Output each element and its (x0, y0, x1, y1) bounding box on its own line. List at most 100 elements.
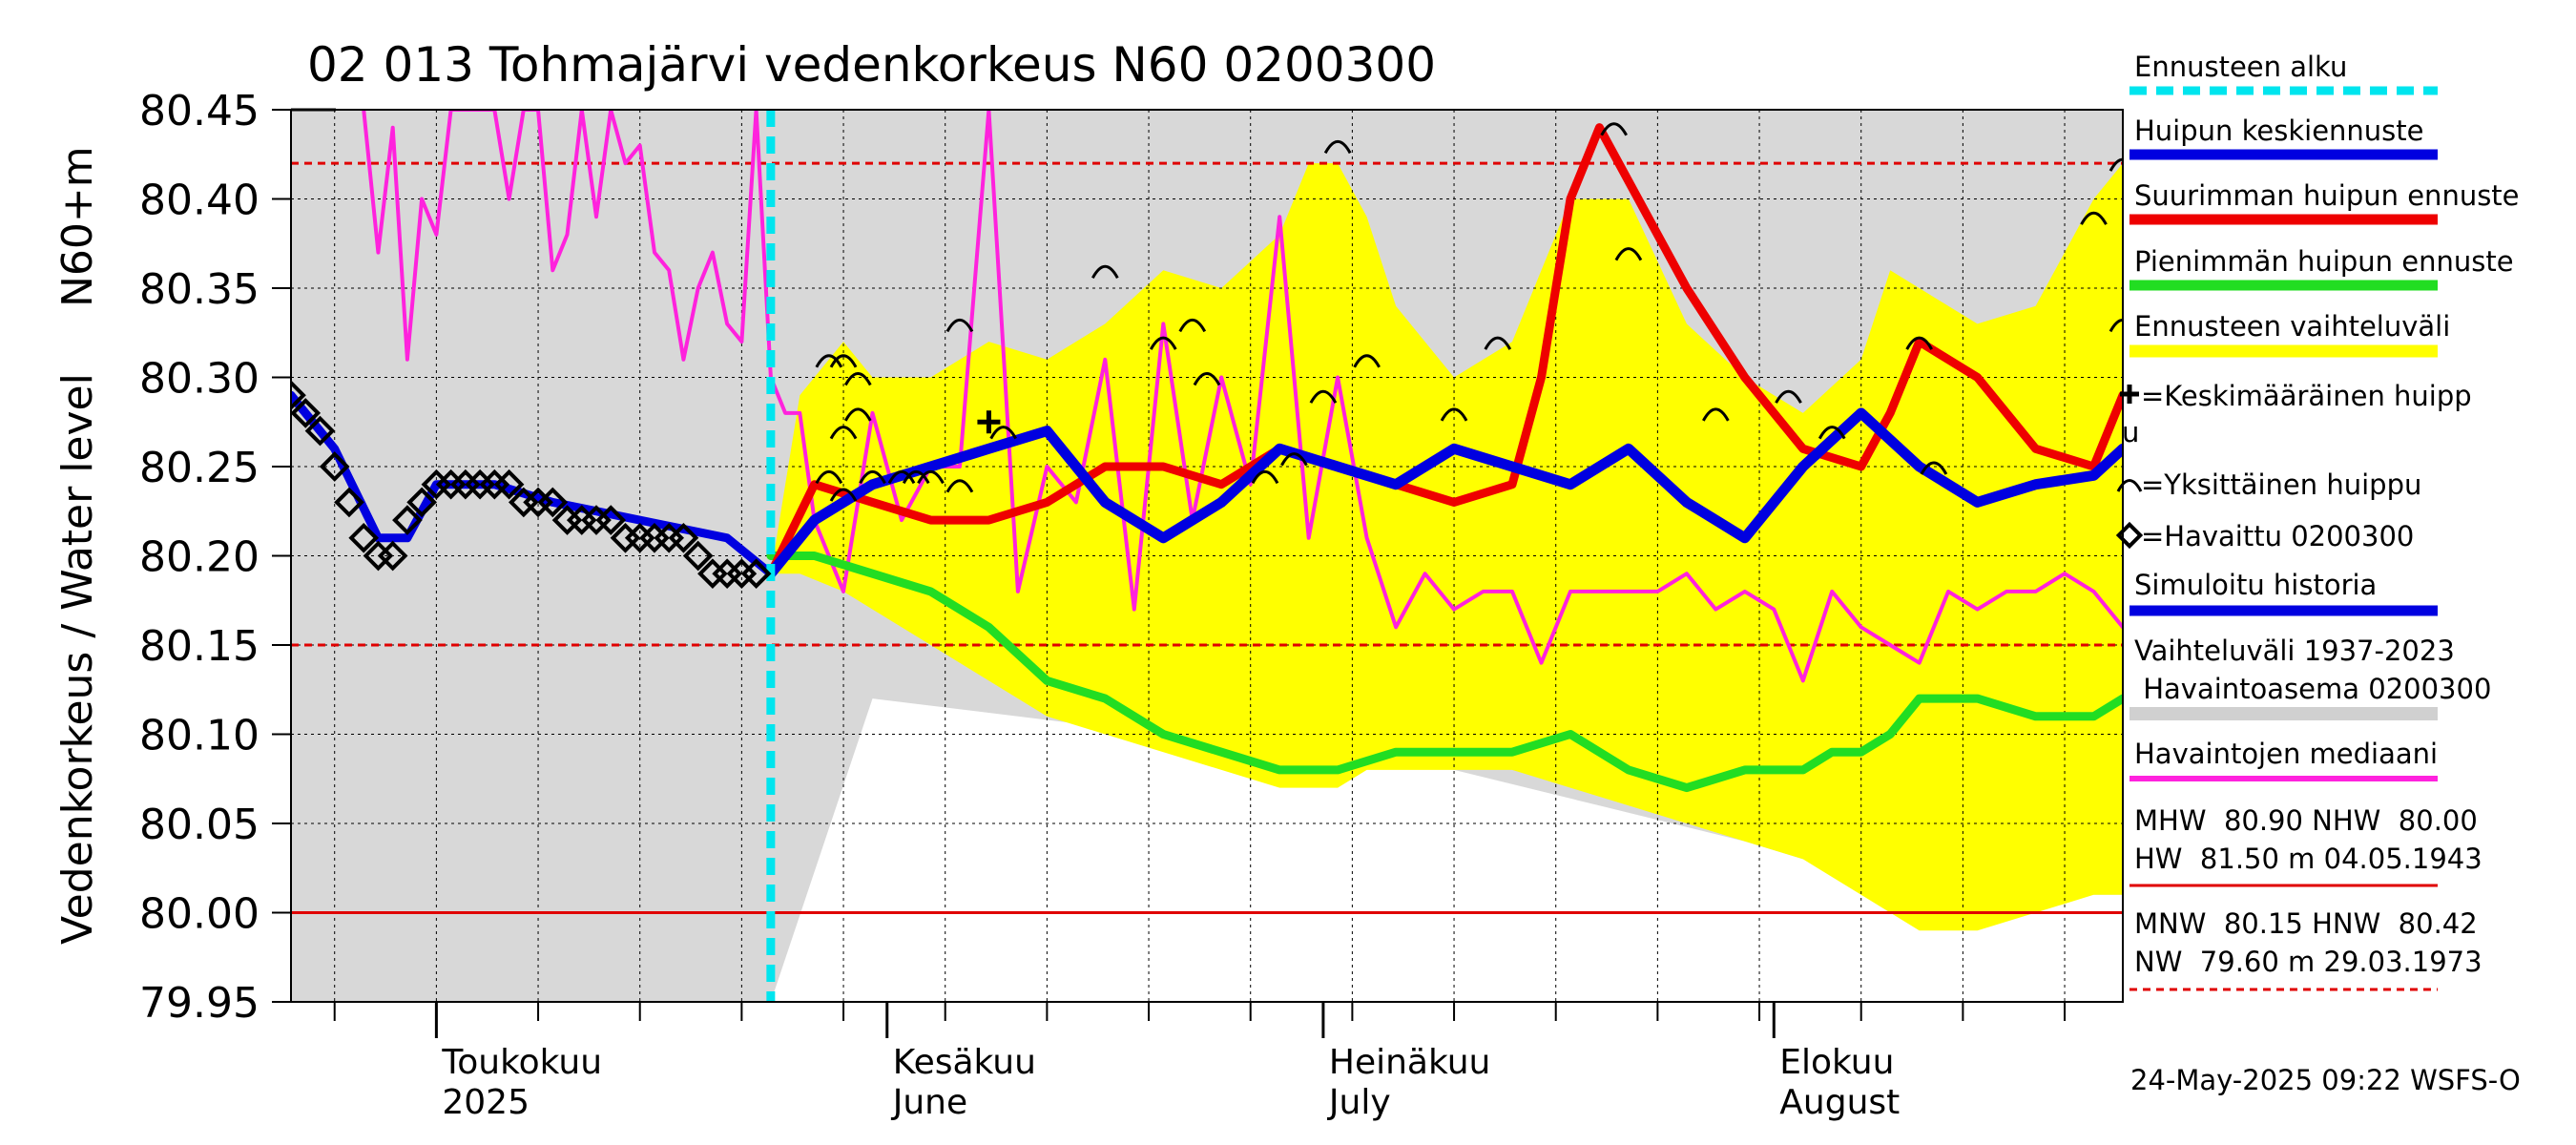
legend-mean-peak-label: =Keskimääräinen huipp (2141, 380, 2472, 412)
peak-marker-26 (1614, 247, 1643, 261)
legend-median-label: Havaintojen mediaani (2134, 738, 2438, 770)
y-axis-unit: N60+m (53, 146, 102, 307)
median-line (362, 110, 2123, 683)
legend-range-label: Ennusteen vaihteluväli (2134, 310, 2450, 343)
observed-point-28 (682, 540, 714, 572)
grid-lines (291, 110, 2123, 1002)
y-tick-label-1: 80.40 (139, 177, 260, 225)
observed-point-2 (304, 415, 336, 447)
peak-marker-8 (887, 469, 916, 485)
month-label-1: Kesäkuu (893, 1043, 1036, 1082)
y-tick-label-10: 79.95 (139, 979, 260, 1028)
y-tick-label-0: 80.45 (139, 87, 260, 135)
peak-marker-0 (815, 354, 843, 368)
legend-mean-peak-label-cont: u (2122, 416, 2139, 448)
peak-marker-19 (1251, 469, 1279, 485)
y-tick-label-7: 80.10 (139, 712, 260, 760)
peak-marker-15 (1149, 336, 1177, 350)
observed-point-7 (377, 540, 408, 572)
month-sublabel-0: 2025 (442, 1083, 530, 1122)
peak-marker-30 (1905, 336, 1933, 350)
mean-forecast-line (765, 407, 2123, 579)
peak-marker-12 (989, 426, 1017, 440)
peak-marker-4 (843, 407, 872, 422)
y-tick-label-2: 80.35 (139, 265, 260, 314)
peak-marker-32 (2080, 211, 2108, 225)
observed-point-4 (334, 487, 364, 518)
peak-marker-7 (859, 469, 886, 485)
y-tick-label-6: 80.15 (139, 622, 260, 671)
peak-marker-1 (829, 354, 858, 368)
peak-marker-22 (1353, 354, 1381, 368)
observed-point-22 (595, 505, 627, 535)
x-axis-ticks (333, 1002, 2067, 1038)
peak-marker-28 (1775, 389, 1802, 404)
y-tick-label-3: 80.30 (139, 355, 260, 404)
peak-marker-9 (902, 469, 930, 485)
observed-point-18 (537, 487, 569, 518)
month-label-2: Heinäkuu (1329, 1043, 1490, 1082)
observed-point-3 (319, 451, 350, 482)
y-tick-label-9: 80.00 (139, 890, 260, 939)
peak-marker-6 (829, 488, 858, 502)
peak-marker-25 (1600, 122, 1628, 136)
peak-marker-31 (1920, 461, 1948, 475)
observed-point-15 (493, 468, 525, 500)
peak-marker-18 (1280, 452, 1308, 467)
legend-history-station-label: Havaintoasema 0200300 (2134, 673, 2491, 705)
max-forecast-line (766, 123, 2123, 578)
observed-point-9 (406, 487, 437, 518)
peak-marker-16 (1178, 318, 1207, 333)
y-tick-label-5: 80.20 (139, 533, 260, 582)
legend-mean-forecast-label: Huipun keskiennuste (2134, 114, 2424, 147)
legend: Ennusteen alku Huipun keskiennuste Suuri… (2115, 51, 2520, 991)
observed-point-1 (291, 398, 322, 428)
month-sublabel-3: August (1779, 1083, 1900, 1122)
peak-marker-17 (1193, 372, 1221, 386)
peak-marker-20 (1309, 389, 1338, 404)
peak-marker-24 (1484, 336, 1512, 350)
month-label-0: Toukokuu (441, 1043, 602, 1082)
legend-observed-marker (2115, 521, 2144, 550)
stats-line-4: NW 79.60 m 29.03.1973 (2134, 946, 2483, 978)
observed-point-5 (348, 522, 380, 553)
y-axis-ticks: 80.45 80.40 80.35 80.30 80.25 80.20 80.15 80.10… (139, 87, 291, 1028)
observed-point-0 (291, 380, 306, 411)
observed-point-27 (668, 522, 699, 553)
month-sublabel-2: July (1327, 1083, 1391, 1122)
y-tick-label-8: 80.05 (139, 801, 260, 849)
peak-marker-3 (829, 426, 858, 440)
observed-point-8 (392, 505, 423, 535)
chart-title: 02 013 Tohmajärvi vedenkorkeus N60 02003… (307, 37, 1436, 93)
legend-mean-peak-marker (2120, 385, 2139, 404)
month-sublabel-1: June (891, 1083, 967, 1122)
peak-marker-13 (945, 479, 974, 493)
forecast-range-band (770, 163, 2123, 931)
reference-lines (291, 161, 2123, 914)
observed-point-32 (740, 558, 772, 590)
peak-marker-34 (2109, 157, 2123, 172)
stats-line-1: MHW 80.90 NHW 80.00 (2134, 804, 2478, 837)
stats-line-2: HW 81.50 m 04.05.1943 (2134, 843, 2483, 875)
legend-peak-icon (2116, 479, 2143, 492)
y-axis-label: Vedenkorkeus / Water level (53, 373, 102, 945)
legend-history-range-label: Vaihteluväli 1937-2023 (2134, 635, 2455, 667)
legend-forecast-start-label: Ennusteen alku (2134, 51, 2347, 83)
peak-marker-23 (1440, 407, 1468, 422)
footer-timestamp: 24-May-2025 09:22 WSFS-O (2130, 1064, 2521, 1096)
legend-observed-label: =Havaittu 0200300 (2141, 520, 2414, 552)
peak-marker-14 (1091, 264, 1119, 280)
peak-marker-5 (815, 469, 843, 485)
legend-individual-peak-label: =Yksittäinen huippu (2141, 468, 2421, 501)
y-tick-label-4: 80.25 (139, 444, 260, 492)
peak-marker-33 (2109, 318, 2123, 333)
peak-marker-29 (1818, 426, 1846, 440)
series-layer (291, 110, 2123, 1002)
peak-marker-21 (1323, 139, 1352, 155)
observed-markers (291, 380, 772, 590)
peak-marker-2 (843, 372, 872, 386)
legend-max-forecast-label: Suurimman huipun ennuste (2134, 179, 2520, 212)
legend-min-forecast-label: Pienimmän huipun ennuste (2134, 245, 2514, 278)
